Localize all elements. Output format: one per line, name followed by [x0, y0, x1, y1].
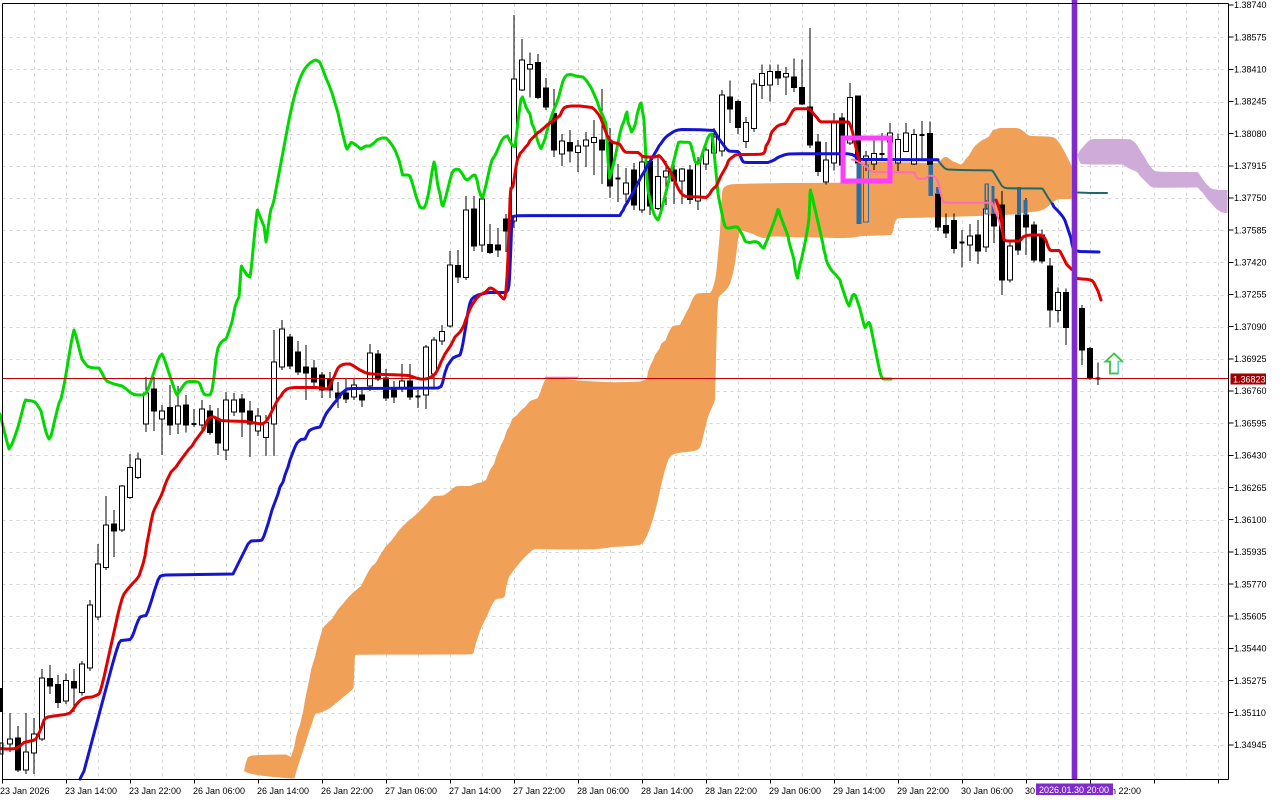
svg-text:23 Jan 14:00: 23 Jan 14:00: [65, 786, 117, 796]
svg-text:1.36430: 1.36430: [1234, 451, 1267, 461]
svg-text:1.38080: 1.38080: [1234, 129, 1267, 139]
svg-text:28 Jan 14:00: 28 Jan 14:00: [641, 786, 693, 796]
svg-text:27 Jan 14:00: 27 Jan 14:00: [449, 786, 501, 796]
svg-text:23 Jan 2026: 23 Jan 2026: [0, 786, 50, 796]
svg-text:1.38245: 1.38245: [1234, 97, 1267, 107]
svg-text:1.35110: 1.35110: [1234, 708, 1266, 718]
svg-text:1.35605: 1.35605: [1234, 611, 1267, 621]
svg-text:27 Jan 06:00: 27 Jan 06:00: [385, 786, 437, 796]
svg-text:29 Jan 14:00: 29 Jan 14:00: [833, 786, 885, 796]
svg-text:1.37915: 1.37915: [1234, 161, 1267, 171]
svg-text:1.37420: 1.37420: [1234, 258, 1267, 268]
svg-text:1.36100: 1.36100: [1234, 515, 1267, 525]
svg-text:29 Jan 06:00: 29 Jan 06:00: [769, 786, 821, 796]
svg-text:1.36265: 1.36265: [1234, 483, 1267, 493]
svg-text:1.38410: 1.38410: [1234, 65, 1267, 75]
svg-text:30 Jan 06:00: 30 Jan 06:00: [961, 786, 1013, 796]
svg-text:26 Jan 22:00: 26 Jan 22:00: [321, 786, 373, 796]
svg-text:1.37750: 1.37750: [1234, 193, 1267, 203]
svg-text:1.38740: 1.38740: [1234, 0, 1267, 10]
svg-text:1.36760: 1.36760: [1234, 386, 1267, 396]
svg-text:27 Jan 22:00: 27 Jan 22:00: [513, 786, 565, 796]
svg-text:1.37255: 1.37255: [1234, 290, 1267, 300]
svg-text:26 Jan 14:00: 26 Jan 14:00: [257, 786, 309, 796]
svg-text:1.37585: 1.37585: [1234, 225, 1267, 235]
svg-text:1.35935: 1.35935: [1234, 547, 1267, 557]
svg-text:1.36595: 1.36595: [1234, 418, 1267, 428]
svg-text:1.38575: 1.38575: [1234, 32, 1267, 42]
svg-text:1.35440: 1.35440: [1234, 644, 1267, 654]
svg-text:1.36925: 1.36925: [1234, 354, 1267, 364]
svg-text:1.37090: 1.37090: [1234, 322, 1267, 332]
svg-text:1.36823: 1.36823: [1233, 374, 1266, 384]
svg-text:1.35770: 1.35770: [1234, 579, 1267, 589]
svg-text:30 Jan 22:00: 30 Jan 22:00: [1089, 786, 1141, 796]
svg-text:29 Jan 22:00: 29 Jan 22:00: [897, 786, 949, 796]
svg-text:1.34945: 1.34945: [1234, 740, 1267, 750]
svg-text:28 Jan 06:00: 28 Jan 06:00: [577, 786, 629, 796]
svg-text:1.35275: 1.35275: [1234, 676, 1267, 686]
svg-text:23 Jan 22:00: 23 Jan 22:00: [129, 786, 181, 796]
svg-text:28 Jan 22:00: 28 Jan 22:00: [705, 786, 757, 796]
svg-text:26 Jan 06:00: 26 Jan 06:00: [193, 786, 245, 796]
svg-text:2026.01.30 20:00: 2026.01.30 20:00: [1039, 785, 1109, 795]
